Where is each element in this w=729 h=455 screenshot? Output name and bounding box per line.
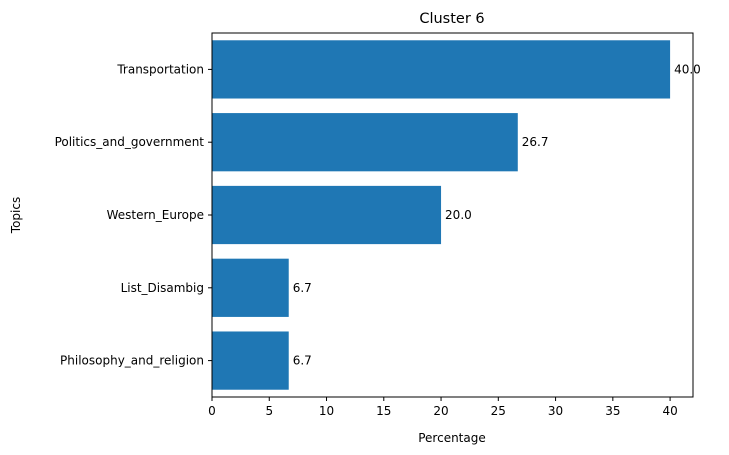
y-tick-label: List_Disambig xyxy=(121,281,204,295)
bar xyxy=(212,113,518,172)
bar-value-label: 40.0 xyxy=(674,62,701,76)
bar-value-label: 6.7 xyxy=(293,354,312,368)
y-tick-label: Western_Europe xyxy=(107,208,204,222)
x-tick-label: 5 xyxy=(265,404,273,418)
x-axis: 0 5 10 15 20 25 30 35 40 xyxy=(208,397,678,418)
chart-title: Cluster 6 xyxy=(419,11,484,27)
bar-value-label: 6.7 xyxy=(293,281,312,295)
bar xyxy=(212,40,671,99)
bars-layer: 40.0 26.7 20.0 6.7 6.7 xyxy=(212,40,701,390)
y-axis-title: Topics xyxy=(9,197,23,234)
bar xyxy=(212,331,289,390)
x-tick-label: 35 xyxy=(605,404,620,418)
y-tick-label: Transportation xyxy=(116,62,204,76)
x-tick-label: 10 xyxy=(319,404,334,418)
y-axis: Transportation Politics_and_government Wes… xyxy=(55,62,212,368)
x-axis-title: Percentage xyxy=(418,431,486,445)
bar-value-label: 20.0 xyxy=(445,208,472,222)
y-tick-label: Politics_and_government xyxy=(55,135,205,149)
bar-value-label: 26.7 xyxy=(522,135,549,149)
x-tick-label: 0 xyxy=(208,404,216,418)
x-tick-label: 30 xyxy=(548,404,563,418)
x-tick-label: 40 xyxy=(662,404,677,418)
x-tick-label: 25 xyxy=(491,404,506,418)
x-tick-label: 20 xyxy=(433,404,448,418)
bar xyxy=(212,185,442,245)
x-tick-label: 15 xyxy=(376,404,391,418)
y-tick-label: Philosophy_and_religion xyxy=(60,354,204,368)
bar xyxy=(212,258,289,317)
